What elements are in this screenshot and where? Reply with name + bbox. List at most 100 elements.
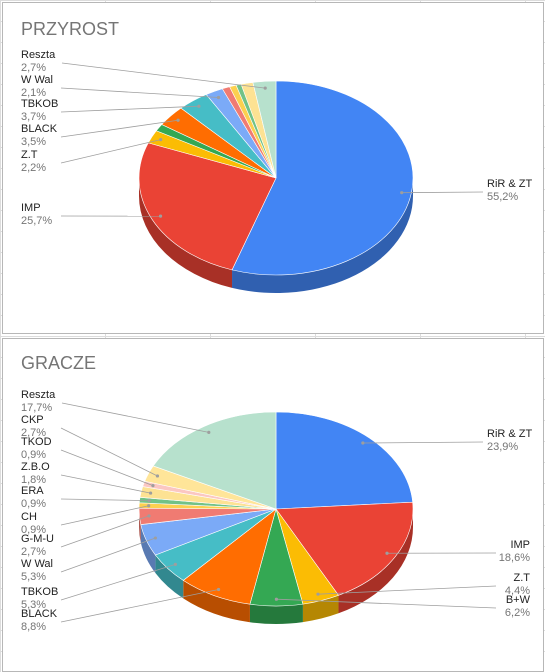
- leader-dot-ch: [147, 504, 151, 508]
- slice-value-imp: 25,7%: [21, 215, 52, 227]
- slice-value-tbkob: 5,3%: [21, 599, 46, 611]
- leader-dot-w-wal: [153, 536, 157, 540]
- leader-line-z-t: [60, 139, 161, 164]
- chart-title: PRZYROST: [21, 19, 119, 39]
- slice-label-ckp: CKP: [21, 414, 44, 426]
- leader-dot-imp: [158, 214, 163, 218]
- slice-label-w-wal: W Wal: [21, 558, 53, 570]
- slice-value-era: 0,9%: [21, 498, 46, 510]
- pie-wall-b-w: [249, 604, 303, 624]
- leader-dot-z-t: [316, 592, 320, 596]
- slice-value-g-m-u: 2,7%: [21, 546, 46, 558]
- slice-value-rir-zt: 55,2%: [487, 191, 518, 203]
- leader-line-tbkob: [60, 563, 176, 601]
- slice-value-z-b-o: 1,8%: [21, 474, 46, 486]
- pie-slice-rir-zt[interactable]: [231, 80, 414, 276]
- slice-label-reszta: Reszta: [21, 49, 56, 61]
- pie-slice-rir-zt[interactable]: [275, 411, 413, 510]
- leader-dot-black: [216, 587, 221, 592]
- slice-value-rir-zt: 23,9%: [487, 441, 518, 453]
- leader-dot-reszta: [263, 86, 267, 90]
- leader-dot-tkod: [151, 484, 155, 488]
- leader-line-reszta: [61, 62, 266, 89]
- pie-slices: [138, 80, 414, 276]
- slice-value-ch: 0,9%: [21, 524, 46, 536]
- leader-line-z-b-o: [60, 474, 151, 494]
- slice-value-tbkob: 3,7%: [21, 111, 46, 123]
- leader-line-black: [60, 119, 179, 138]
- slice-value-z-t: 4,4%: [505, 585, 530, 597]
- leader-dot-z-b-o: [148, 491, 153, 495]
- pie-slices: [138, 411, 414, 607]
- leader-line-ch: [60, 505, 149, 526]
- slice-label-g-m-u: G-M-U: [21, 533, 54, 545]
- leader-line-rir-zt: [401, 191, 484, 194]
- slice-label-rir-zt: RiR & ZT: [487, 428, 533, 440]
- leader-dot-reszta: [207, 430, 211, 434]
- leader-dot-rir-zt: [361, 441, 365, 445]
- chart-panel-przyrost[interactable]: PRZYROST RiR & ZT 55,2% IMP 25,7% Z.T 2,2% BLAC…: [2, 2, 544, 334]
- leader-dot-tbkob: [173, 562, 177, 566]
- slice-value-z-t: 2,2%: [21, 162, 46, 174]
- leader-dot-ckp: [155, 474, 160, 478]
- slice-label-tkod: TKOD: [21, 436, 52, 448]
- slice-label-rir-zt: RiR & ZT: [487, 178, 533, 190]
- slice-value-reszta: 17,7%: [21, 402, 52, 414]
- leader-line-tbkob: [60, 105, 199, 113]
- leader-line-b-w: [276, 598, 497, 609]
- pie-slice-imp[interactable]: [138, 142, 277, 271]
- leader-dot-tbkob: [197, 104, 201, 108]
- leader-dot-imp: [385, 551, 389, 555]
- slice-label-era: ERA: [21, 485, 44, 497]
- leader-line-z-t: [317, 585, 497, 595]
- slice-label-z-t: Z.T: [21, 149, 38, 161]
- slice-label-z-t: Z.T: [514, 572, 531, 584]
- slice-label-black: BLACK: [21, 608, 58, 620]
- leader-line-black: [60, 589, 219, 623]
- leader-dot-era: [147, 499, 151, 503]
- leader-line-w-wal: [60, 87, 219, 98]
- leader-dot-w-wal: [216, 95, 221, 100]
- slice-label-imp: IMP: [510, 539, 530, 551]
- leader-line-g-m-u: [60, 515, 150, 548]
- leader-line-ckp: [60, 427, 158, 477]
- leader-line-w-wal: [60, 537, 156, 573]
- slice-label-z-b-o: Z.B.O: [21, 461, 50, 473]
- chart-panel-gracze[interactable]: GRACZE RiR & ZT 23,9% IMP 18,6% Z.T 4,4% B+W 6,2…: [2, 338, 544, 672]
- leader-dot-g-m-u: [147, 514, 151, 518]
- pie-slice-reszta[interactable]: [252, 80, 277, 179]
- pie-wall-z-t: [302, 595, 339, 623]
- pie-wall-imp: [139, 178, 233, 288]
- slice-label-tbkob: TBKOB: [21, 98, 58, 110]
- pie-wall-rir-zt: [232, 178, 413, 293]
- slice-label-b-w: B+W: [506, 594, 531, 606]
- slice-label-ch: CH: [21, 511, 37, 523]
- leader-line-rir-zt: [362, 441, 484, 444]
- slice-value-ckp: 2,7%: [21, 427, 46, 439]
- slice-value-reszta: 2,7%: [21, 62, 46, 74]
- pie-wall-tbkob: [155, 555, 184, 599]
- slice-label-imp: IMP: [21, 202, 41, 214]
- slice-label-tbkob: TBKOB: [21, 586, 58, 598]
- chart-title: GRACZE: [21, 353, 96, 373]
- leader-line-tkod: [60, 449, 154, 487]
- slice-value-w-wal: 2,1%: [21, 87, 46, 99]
- slice-label-w-wal: W Wal: [21, 74, 53, 86]
- slice-label-black: BLACK: [21, 123, 58, 135]
- leader-line-era: [60, 498, 150, 502]
- pie-slice-reszta[interactable]: [152, 411, 277, 510]
- pie-depth-walls: [139, 178, 413, 293]
- slice-value-tkod: 0,9%: [21, 449, 46, 461]
- pie-wall-black: [183, 580, 250, 623]
- pie-slice-imp[interactable]: [275, 501, 414, 596]
- leader-dot-black: [176, 118, 180, 122]
- slice-value-black: 8,8%: [21, 621, 46, 633]
- slice-value-black: 3,5%: [21, 136, 46, 148]
- slice-label-reszta: Reszta: [21, 389, 56, 401]
- leader-line-reszta: [61, 402, 209, 433]
- slice-value-b-w: 6,2%: [505, 607, 530, 619]
- leader-dot-z-t: [159, 137, 163, 142]
